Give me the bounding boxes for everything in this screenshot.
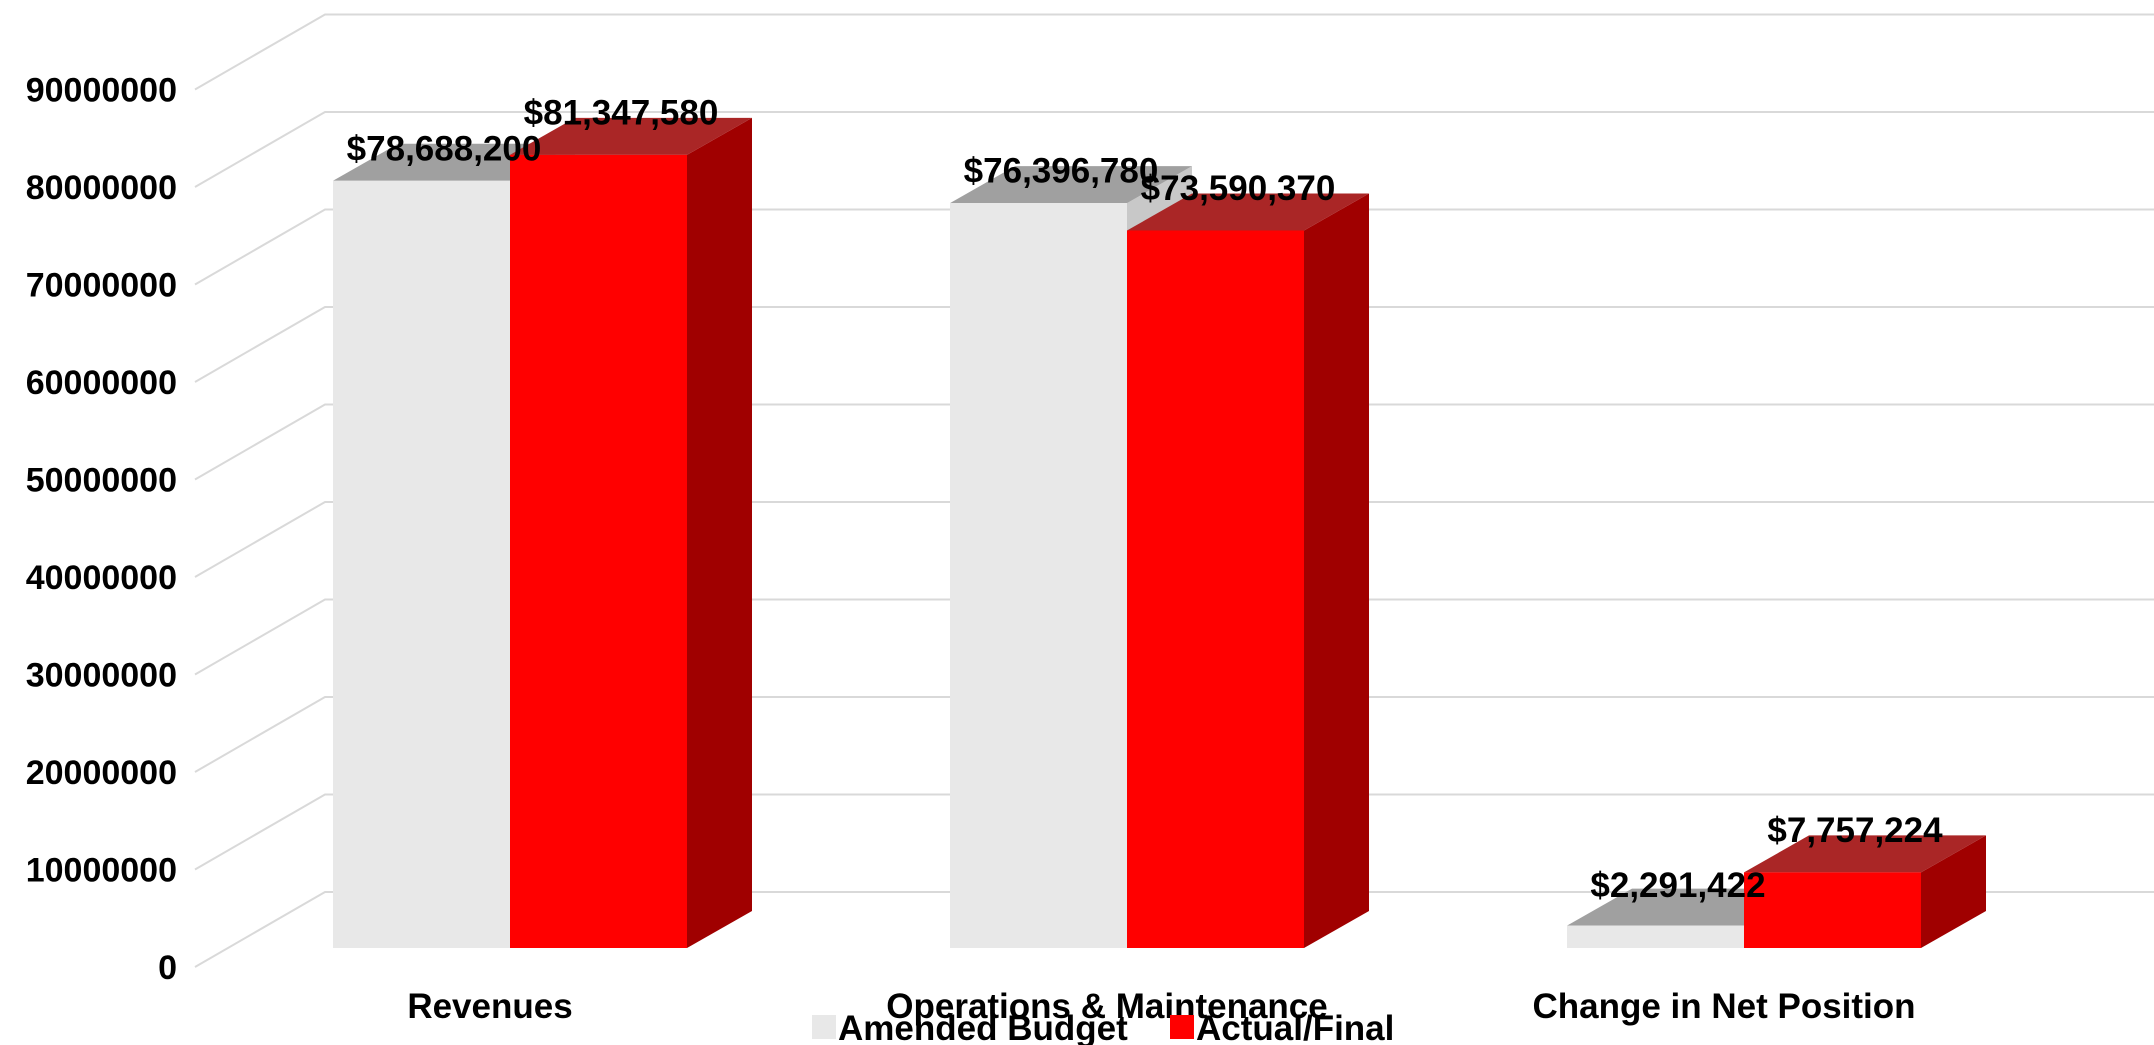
legend-label: Amended Budget	[838, 1009, 1128, 1045]
y-tick-label: 60000000	[26, 364, 177, 402]
y-tick-label: 10000000	[26, 852, 177, 890]
y-tick-label: 90000000	[26, 72, 177, 110]
bar-top-face	[510, 117, 752, 155]
legend-label: Actual/Final	[1196, 1009, 1394, 1045]
gridline	[194, 306, 2154, 383]
gridline	[194, 208, 2154, 286]
bar-top-face	[950, 166, 1192, 204]
gridline	[194, 13, 2154, 91]
y-tick-label: 20000000	[26, 754, 177, 792]
y-tick-label: 50000000	[26, 462, 177, 500]
bar-side-face	[1921, 835, 1986, 948]
y-tick-label: 70000000	[26, 267, 177, 305]
data-label: $81,347,580	[524, 93, 719, 132]
gridline	[194, 793, 2154, 871]
data-label: $78,688,200	[347, 129, 542, 168]
x-category-label: Change in Net Position	[1532, 987, 1915, 1026]
data-label: $7,757,224	[1767, 811, 1943, 850]
y-tick-label: 80000000	[26, 169, 177, 207]
gridline	[194, 111, 2154, 188]
bar-actual-final	[1744, 835, 1986, 948]
gridline	[194, 598, 2154, 676]
data-label: $2,291,422	[1590, 866, 1765, 905]
bar-side-face	[1304, 193, 1369, 948]
bars	[333, 117, 1986, 949]
bar-top-face	[1744, 835, 1986, 873]
y-tick-label: 0	[158, 949, 177, 987]
bar-actual-final	[1127, 193, 1369, 948]
y-tick-label: 30000000	[26, 657, 177, 695]
bar-front-face	[333, 180, 510, 949]
gridlines	[194, 13, 2154, 968]
bar-front-face	[1744, 872, 1921, 948]
data-labels: $78,688,200$81,347,580 $76,396,780$73,590…	[347, 93, 1943, 905]
bar-top-face	[1127, 193, 1369, 231]
gridline	[194, 696, 2154, 773]
gridline	[194, 501, 2154, 578]
legend[interactable]: Amended Budget Actual/Final	[812, 1009, 1394, 1045]
data-label: $76,396,780	[964, 152, 1159, 191]
legend-item[interactable]: Actual/Final	[1170, 1009, 1394, 1045]
data-label: $73,590,370	[1141, 169, 1336, 208]
legend-item[interactable]: Amended Budget	[812, 1009, 1128, 1045]
bar-side-face	[687, 117, 752, 949]
legend-swatch	[812, 1015, 836, 1039]
legend-swatch	[1170, 1015, 1194, 1039]
bar-front-face	[510, 154, 687, 949]
y-axis-tick-labels: 0 10000000 20000000 30000000 40000000 5000000…	[26, 72, 177, 988]
x-axis-category-labels: Revenues Operations & Maintenance Change i…	[407, 987, 1915, 1026]
bar-front-face	[1127, 230, 1304, 948]
gridline	[194, 891, 2154, 968]
bar-front-face	[1567, 925, 1744, 948]
x-category-label: Operations & Maintenance	[886, 987, 1327, 1026]
gridline	[194, 403, 2154, 481]
y-tick-label: 40000000	[26, 559, 177, 597]
bar-front-face	[950, 203, 1127, 948]
x-category-label: Revenues	[407, 987, 572, 1026]
bar-actual-final	[510, 117, 752, 949]
